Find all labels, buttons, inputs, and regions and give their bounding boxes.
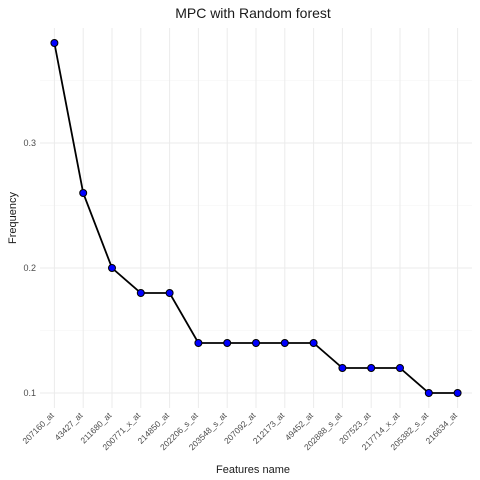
y-tick-label: 0.2 (23, 263, 36, 273)
data-point (424, 389, 433, 397)
data-point (136, 289, 145, 297)
data-point (79, 189, 88, 197)
data-point (280, 339, 289, 347)
data-point (194, 339, 203, 347)
data-point (367, 364, 376, 372)
data-point (252, 339, 260, 347)
x-tick-label: 212173_at (251, 410, 287, 446)
y-axis-ticks: 0.1 0.2 0.3 (23, 138, 36, 398)
y-axis-title: Frequency (7, 192, 19, 244)
data-point (223, 339, 232, 347)
y-tick-label: 0.1 (23, 388, 36, 398)
x-tick-label: 216634_at (424, 410, 460, 446)
data-point (165, 289, 174, 297)
data-point (396, 364, 404, 372)
data-point (453, 389, 462, 397)
x-axis-ticks: 207160_at43427_at211680_at200771_x_at214… (20, 410, 459, 452)
data-point (309, 339, 318, 347)
chart-title: MPC with Random forest (175, 5, 331, 21)
x-axis-title: Features name (216, 464, 290, 476)
y-tick-label: 0.3 (23, 138, 36, 148)
grid-lines (40, 28, 472, 408)
x-tick-label: 207160_at (20, 410, 56, 446)
series-frequency (50, 39, 462, 397)
data-point (50, 39, 59, 47)
data-point (108, 264, 116, 272)
data-point (338, 364, 347, 372)
